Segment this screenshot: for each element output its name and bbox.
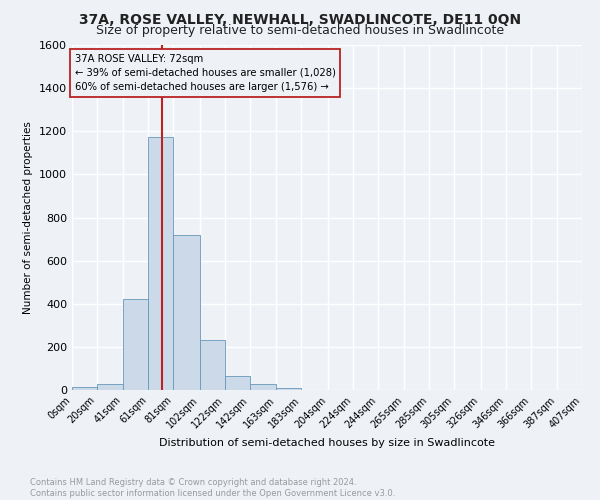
Bar — [72, 388, 97, 390]
Bar — [276, 388, 301, 390]
Bar — [225, 376, 250, 390]
Bar — [148, 136, 173, 390]
Text: Contains HM Land Registry data © Crown copyright and database right 2024.
Contai: Contains HM Land Registry data © Crown c… — [30, 478, 395, 498]
Text: Size of property relative to semi-detached houses in Swadlincote: Size of property relative to semi-detach… — [96, 24, 504, 37]
Y-axis label: Number of semi-detached properties: Number of semi-detached properties — [23, 121, 34, 314]
Bar — [250, 384, 276, 390]
Text: 37A, ROSE VALLEY, NEWHALL, SWADLINCOTE, DE11 0QN: 37A, ROSE VALLEY, NEWHALL, SWADLINCOTE, … — [79, 12, 521, 26]
Bar — [97, 384, 124, 390]
Bar — [173, 235, 200, 390]
Bar — [124, 300, 148, 390]
Text: 37A ROSE VALLEY: 72sqm
← 39% of semi-detached houses are smaller (1,028)
60% of : 37A ROSE VALLEY: 72sqm ← 39% of semi-det… — [74, 54, 335, 92]
X-axis label: Distribution of semi-detached houses by size in Swadlincote: Distribution of semi-detached houses by … — [159, 438, 495, 448]
Bar — [200, 340, 225, 390]
